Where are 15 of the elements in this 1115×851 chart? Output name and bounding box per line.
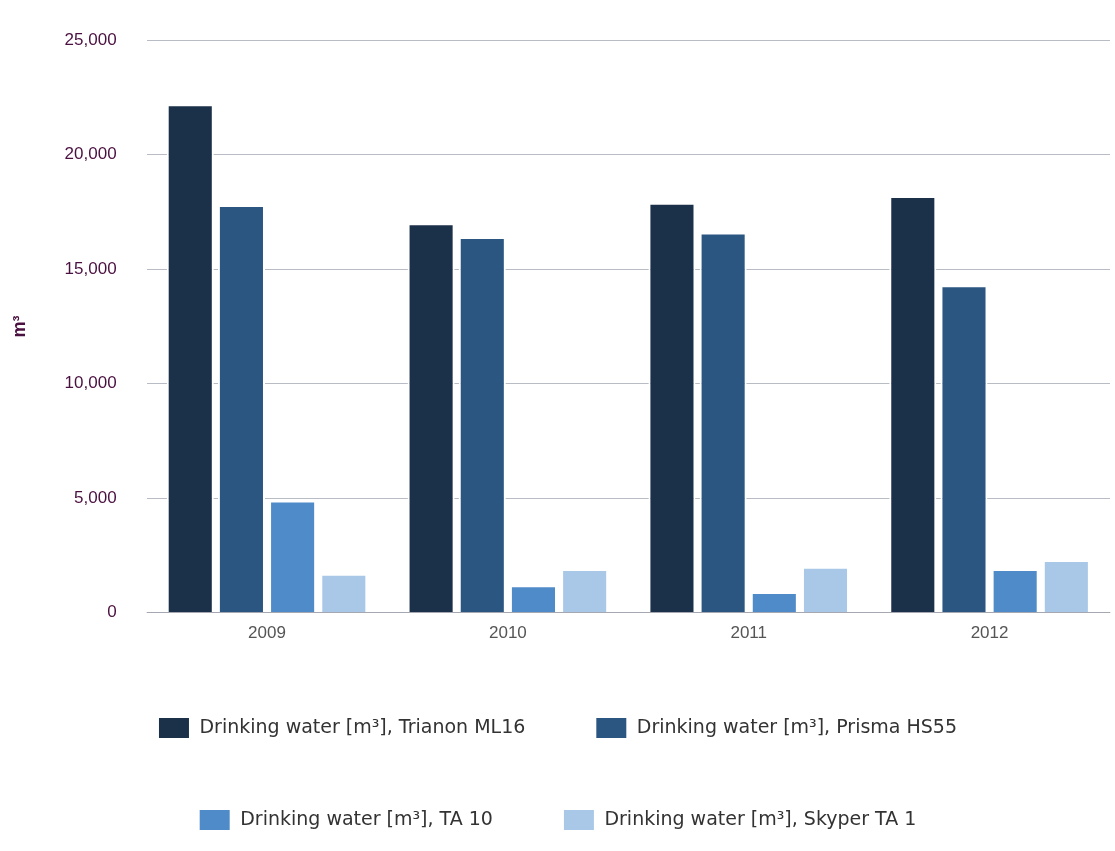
- legend-label: Drinking water [m³], TA 10: [240, 806, 493, 829]
- x-tick-label: 2012: [970, 623, 1009, 643]
- x-tick-label: 2011: [730, 623, 767, 643]
- x-tick-label: 2010: [488, 623, 527, 643]
- legend-label: Drinking water [m³], Trianon ML16: [199, 714, 526, 737]
- legend-label: Drinking water [m³], Skyper TA 1: [604, 806, 917, 829]
- y-tick-label: 25,000: [64, 29, 117, 49]
- y-tick-label: 0: [107, 602, 117, 622]
- y-axis-title: m³: [8, 315, 29, 338]
- y-tick-label: 10,000: [64, 373, 117, 393]
- y-tick-label: 20,000: [64, 144, 117, 164]
- y-tick-label: 15,000: [64, 258, 117, 278]
- legend-label: Drinking water [m³], Prisma HS55: [636, 714, 958, 737]
- y-tick-label: 5,000: [74, 487, 117, 507]
- x-tick-label: 2009: [248, 623, 286, 643]
